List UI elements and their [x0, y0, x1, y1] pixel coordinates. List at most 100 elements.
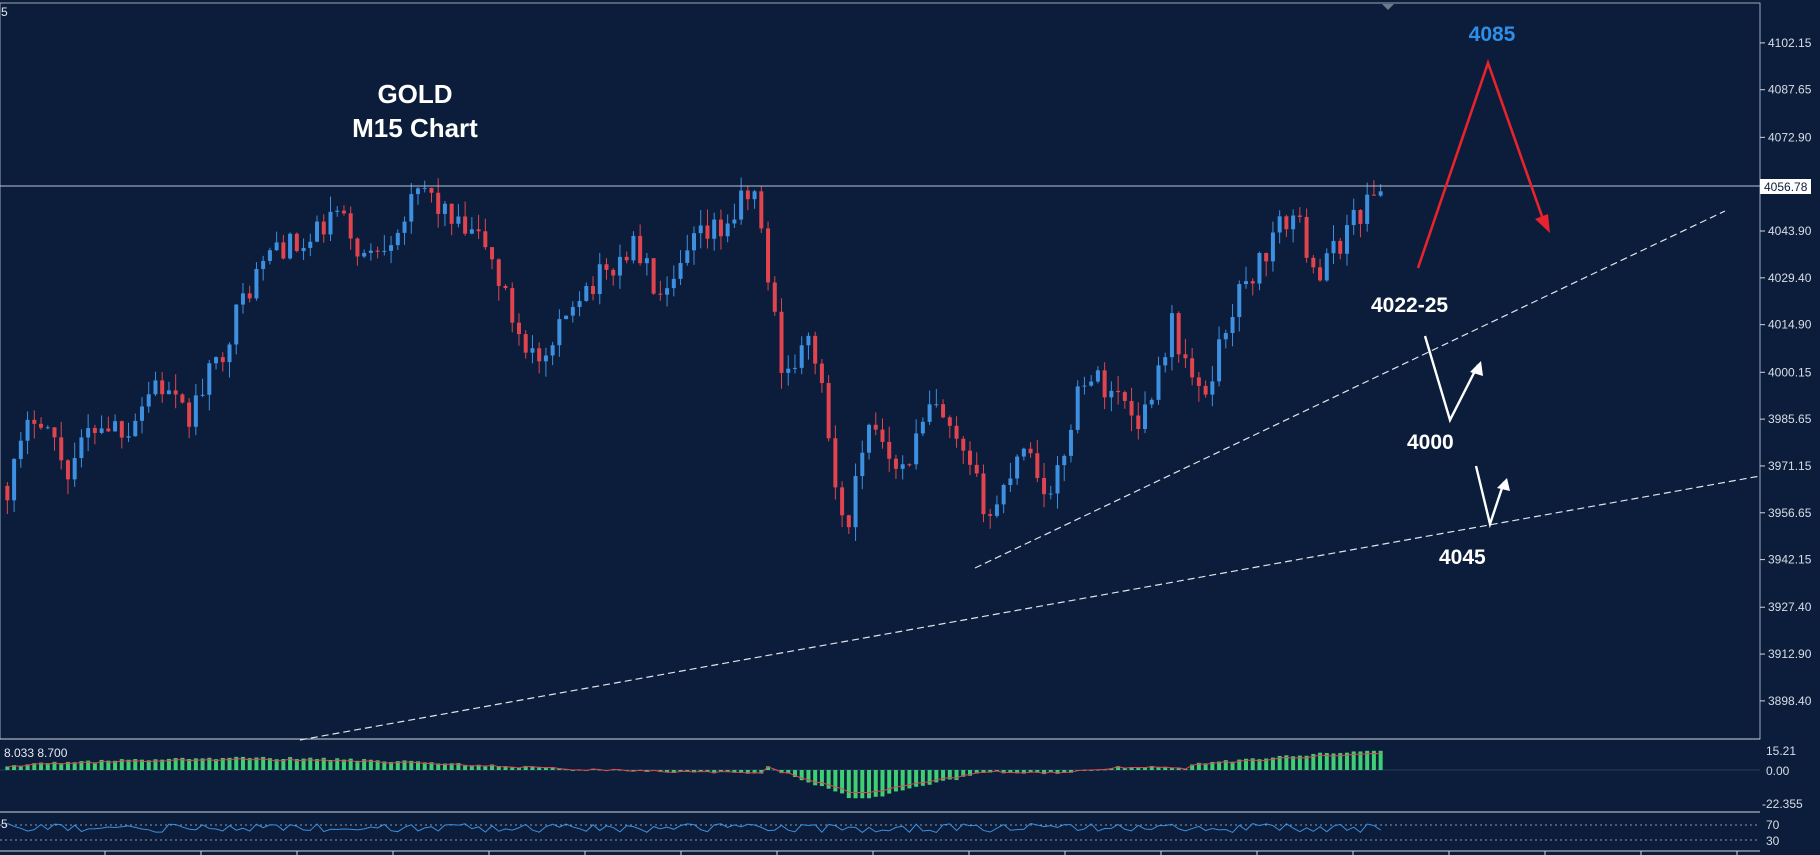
macd-bar: [860, 770, 865, 799]
candle-body: [1351, 209, 1356, 226]
macd-bar: [409, 760, 414, 770]
macd-bar: [1217, 761, 1222, 770]
pullback-arrow-4000: [1423, 335, 1480, 424]
macd-bar: [483, 765, 488, 770]
candle-body: [887, 441, 892, 459]
candle-body: [981, 473, 986, 515]
candle-body: [126, 436, 131, 438]
macd-bar: [543, 767, 548, 770]
macd-bar: [1001, 770, 1006, 774]
macd-bar: [1149, 765, 1154, 770]
candle-body: [422, 187, 427, 189]
macd-bar: [240, 756, 245, 770]
macd-bar: [113, 760, 118, 770]
macd-bar: [1122, 767, 1127, 770]
macd-bar: [1304, 755, 1309, 770]
candle-body: [893, 458, 898, 469]
macd-bar: [786, 770, 791, 774]
candle-body: [1136, 415, 1141, 430]
candle-body: [1344, 225, 1349, 254]
candle-body: [389, 245, 394, 251]
macd-bar: [456, 762, 461, 770]
candle-body: [604, 264, 609, 270]
candle-body: [759, 191, 764, 229]
macd-values-label: 8.033 8.700: [4, 746, 68, 760]
macd-bar: [880, 770, 885, 797]
candle-body: [200, 394, 205, 396]
macd-bar: [449, 763, 454, 770]
candles-layer: [5, 177, 1383, 542]
macd-bar: [1244, 758, 1248, 770]
candle-body: [1210, 381, 1215, 395]
candle-body: [1230, 317, 1235, 334]
current-price-label: 4056.78: [1764, 180, 1808, 194]
candle-body: [1338, 240, 1343, 254]
candle-body: [12, 458, 17, 501]
macd-signal-line: [7, 753, 1381, 793]
candle-body: [240, 293, 245, 305]
macd-bar: [490, 764, 495, 770]
candle-body: [1109, 390, 1114, 398]
candle-body: [1358, 209, 1363, 224]
macd-bar: [1318, 752, 1323, 770]
macd-bar: [503, 766, 508, 770]
macd-bar: [254, 757, 259, 770]
macd-bar: [907, 770, 912, 789]
candle-body: [550, 345, 555, 356]
macd-bar: [294, 759, 299, 770]
candle-body: [745, 190, 750, 200]
candle-body: [941, 404, 946, 418]
macd-bar: [1284, 755, 1289, 770]
macd-bar: [1311, 753, 1316, 770]
candle-body: [570, 307, 575, 316]
candle-body: [671, 278, 676, 289]
candle-body: [45, 427, 50, 429]
zone-4000-label: 4000: [1407, 431, 1454, 454]
macd-bar: [725, 770, 730, 773]
macd-bar: [1338, 753, 1343, 770]
macd-bar: [45, 763, 50, 770]
osc-tick-70: 70: [1766, 818, 1780, 832]
macd-bar: [705, 770, 710, 772]
candle-body: [173, 390, 178, 395]
candle-body: [25, 419, 30, 441]
macd-bar: [375, 760, 380, 770]
macd-bar: [537, 766, 542, 770]
macd-bar: [1048, 770, 1053, 773]
zone-4022-25-label: 4022-25: [1371, 294, 1448, 317]
macd-bar: [1196, 762, 1201, 770]
candle-body: [934, 404, 939, 406]
candle-body: [227, 344, 232, 363]
zone-4045-label: 4045: [1439, 546, 1486, 569]
macd-bar: [718, 770, 723, 772]
shift-marker-icon[interactable]: [1382, 4, 1394, 10]
macd-bar: [887, 770, 892, 794]
candle-body: [678, 262, 683, 279]
candle-body: [1331, 240, 1336, 254]
macd-bar: [1378, 750, 1383, 770]
candle-body: [490, 247, 495, 260]
macd-bar: [840, 770, 845, 794]
macd-bar: [644, 770, 649, 772]
macd-bar: [799, 770, 804, 781]
macd-bar: [1190, 764, 1195, 770]
candle-body: [180, 394, 185, 403]
macd-bar: [1068, 770, 1073, 773]
candle-body: [119, 421, 124, 438]
macd-bar: [988, 770, 993, 773]
macd-bar: [146, 760, 151, 770]
macd-bar: [1291, 756, 1296, 770]
macd-bar: [1324, 753, 1329, 770]
candle-body: [900, 464, 905, 469]
white-arrowhead-icon-2: [1497, 478, 1510, 491]
candle-body: [523, 334, 528, 353]
candle-body: [449, 203, 454, 224]
macd-bar: [126, 759, 131, 770]
candle-body: [1156, 365, 1161, 400]
candle-body: [261, 260, 266, 269]
candle-body: [1291, 215, 1296, 230]
macd-bar: [833, 770, 838, 792]
macd-bar: [362, 759, 367, 770]
macd-bar: [234, 756, 239, 770]
macd-bar: [550, 767, 555, 770]
